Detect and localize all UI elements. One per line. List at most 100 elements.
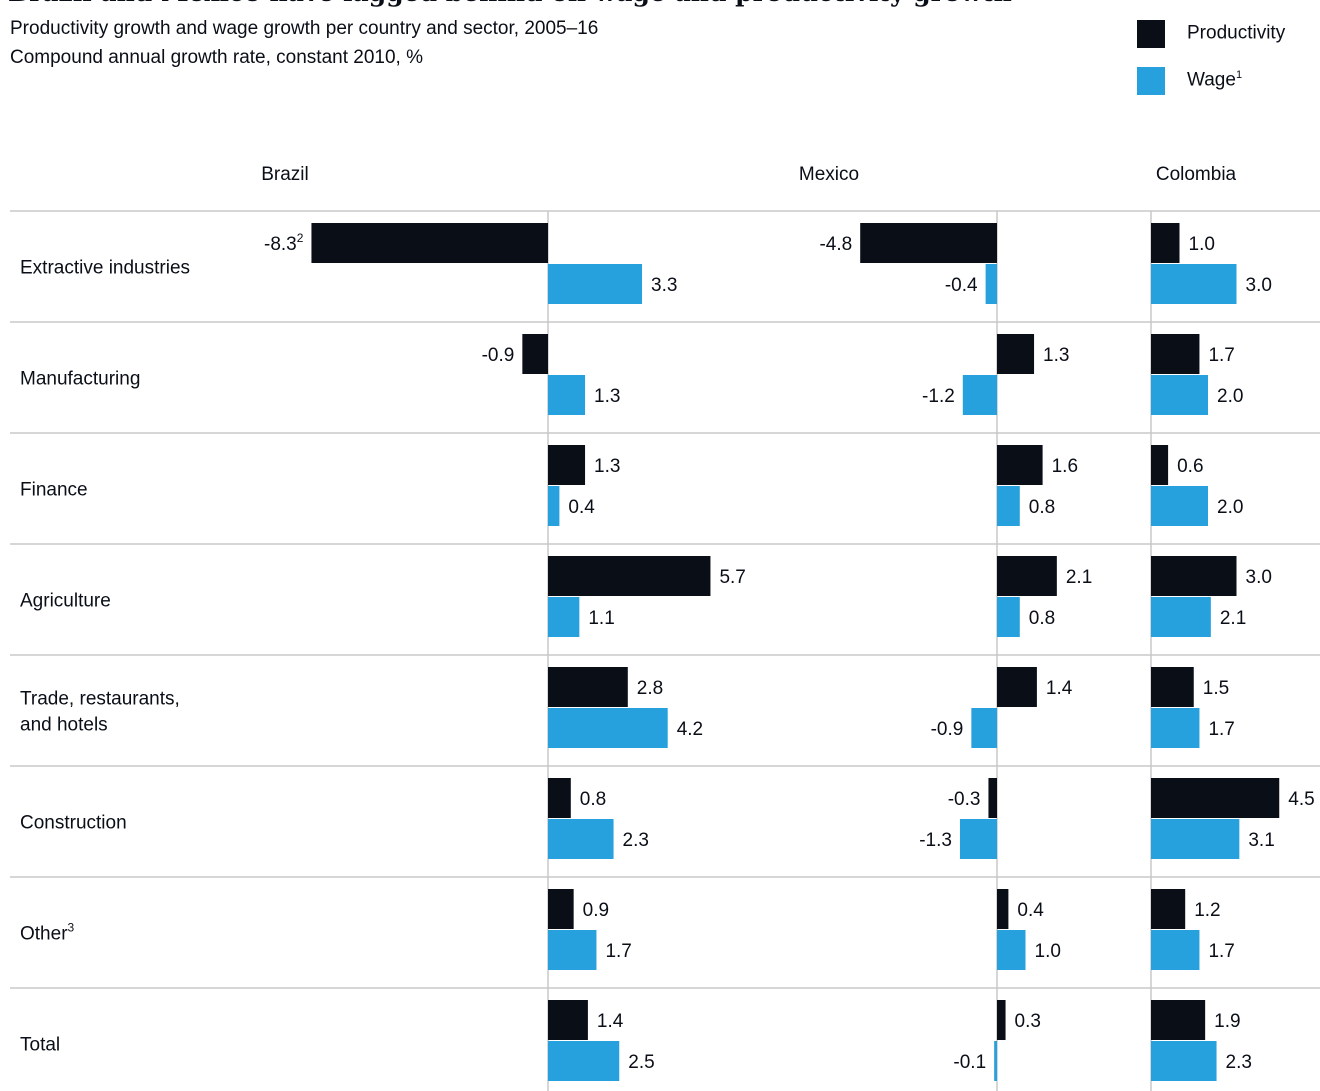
data-label-wage-mexico-total: -0.1 xyxy=(953,1052,986,1073)
data-label-productivity-mexico-manufacturing: 1.3 xyxy=(1043,345,1069,366)
data-label-wage-mexico-construction: -1.3 xyxy=(919,830,952,851)
data-label-productivity-colombia-agriculture: 3.0 xyxy=(1246,567,1272,588)
bar-wage-mexico-finance xyxy=(997,486,1020,526)
data-label-productivity-brazil-other: 0.9 xyxy=(583,900,609,921)
data-label-productivity-brazil-construction: 0.8 xyxy=(580,789,606,810)
data-label-wage-mexico-other: 1.0 xyxy=(1035,941,1061,962)
data-label-wage-colombia-finance: 2.0 xyxy=(1217,497,1243,518)
chart-subtitle: Productivity growth and wage growth per … xyxy=(10,18,599,39)
legend-swatch-productivity xyxy=(1137,20,1165,48)
bar-productivity-mexico-other xyxy=(997,889,1009,929)
bar-productivity-colombia-manufacturing xyxy=(1151,334,1200,374)
bar-productivity-colombia-finance xyxy=(1151,445,1169,485)
legend-swatch-wage xyxy=(1137,67,1165,95)
bar-productivity-brazil-manufacturing xyxy=(522,334,548,374)
bar-wage-brazil-total xyxy=(548,1041,620,1081)
legend-label-productivity: Productivity xyxy=(1187,22,1286,44)
data-label-wage-brazil-other: 1.7 xyxy=(605,941,631,962)
bar-wage-mexico-extractive-industries xyxy=(985,264,997,304)
data-label-wage-mexico-extractive-industries: -0.4 xyxy=(945,275,978,296)
data-label-productivity-mexico-extractive-industries: -4.8 xyxy=(819,234,852,255)
data-label-productivity-colombia-trade-restaurants-and-hotels: 1.5 xyxy=(1203,678,1229,699)
bar-productivity-mexico-manufacturing xyxy=(997,334,1035,374)
data-label-wage-brazil-agriculture: 1.1 xyxy=(588,608,614,629)
bar-productivity-brazil-total xyxy=(548,1000,588,1040)
data-label-productivity-mexico-trade-restaurants-and-hotels: 1.4 xyxy=(1046,678,1073,699)
bar-wage-brazil-construction xyxy=(548,819,614,859)
data-label-wage-mexico-agriculture: 0.8 xyxy=(1029,608,1055,629)
bar-productivity-mexico-construction xyxy=(988,778,997,818)
data-label-wage-brazil-finance: 0.4 xyxy=(568,497,595,518)
data-label-productivity-brazil-manufacturing: -0.9 xyxy=(482,345,515,366)
bar-productivity-colombia-total xyxy=(1151,1000,1206,1040)
bar-productivity-colombia-other xyxy=(1151,889,1186,929)
data-label-wage-colombia-trade-restaurants-and-hotels: 1.7 xyxy=(1208,719,1234,740)
bar-productivity-mexico-total xyxy=(997,1000,1006,1040)
data-label-productivity-brazil-agriculture: 5.7 xyxy=(719,567,745,588)
bar-productivity-mexico-agriculture xyxy=(997,556,1057,596)
bar-wage-colombia-trade-restaurants-and-hotels xyxy=(1151,708,1200,748)
data-label-productivity-colombia-construction: 4.5 xyxy=(1288,789,1314,810)
bar-wage-brazil-other xyxy=(548,930,597,970)
data-label-wage-colombia-other: 1.7 xyxy=(1208,941,1234,962)
category-label-extractive-industries: Extractive industries xyxy=(20,258,190,279)
bar-wage-colombia-extractive-industries xyxy=(1151,264,1237,304)
bar-productivity-colombia-extractive-industries xyxy=(1151,223,1180,263)
data-label-wage-colombia-manufacturing: 2.0 xyxy=(1217,386,1243,407)
bar-productivity-brazil-extractive-industries xyxy=(311,223,548,263)
data-label-productivity-colombia-total: 1.9 xyxy=(1214,1011,1240,1032)
data-label-wage-mexico-finance: 0.8 xyxy=(1029,497,1055,518)
category-label-finance: Finance xyxy=(20,480,88,501)
bar-wage-mexico-agriculture xyxy=(997,597,1020,637)
data-label-wage-colombia-agriculture: 2.1 xyxy=(1220,608,1246,629)
bar-wage-colombia-manufacturing xyxy=(1151,375,1208,415)
data-label-wage-brazil-construction: 2.3 xyxy=(623,830,649,851)
data-label-productivity-mexico-agriculture: 2.1 xyxy=(1066,567,1092,588)
data-label-productivity-colombia-manufacturing: 1.7 xyxy=(1208,345,1234,366)
data-label-wage-colombia-construction: 3.1 xyxy=(1248,830,1274,851)
bar-productivity-mexico-extractive-industries xyxy=(860,223,997,263)
bar-wage-brazil-agriculture xyxy=(548,597,580,637)
bar-wage-colombia-finance xyxy=(1151,486,1208,526)
data-label-wage-brazil-extractive-industries: 3.3 xyxy=(651,275,677,296)
data-label-wage-brazil-manufacturing: 1.3 xyxy=(594,386,620,407)
bar-wage-brazil-finance xyxy=(548,486,560,526)
bar-wage-mexico-manufacturing xyxy=(962,375,997,415)
bar-wage-brazil-extractive-industries xyxy=(548,264,643,304)
data-label-wage-brazil-trade-restaurants-and-hotels: 4.2 xyxy=(677,719,703,740)
data-label-productivity-mexico-other: 0.4 xyxy=(1017,900,1044,921)
bar-productivity-mexico-trade-restaurants-and-hotels xyxy=(997,667,1037,707)
bar-wage-mexico-construction xyxy=(959,819,997,859)
data-label-productivity-brazil-trade-restaurants-and-hotels: 2.8 xyxy=(637,678,663,699)
bar-productivity-brazil-agriculture xyxy=(548,556,711,596)
bar-wage-colombia-agriculture xyxy=(1151,597,1211,637)
bar-productivity-colombia-construction xyxy=(1151,778,1280,818)
bar-productivity-brazil-finance xyxy=(548,445,586,485)
data-label-productivity-mexico-total: 0.3 xyxy=(1015,1011,1041,1032)
bar-wage-colombia-construction xyxy=(1151,819,1240,859)
data-label-productivity-mexico-construction: -0.3 xyxy=(948,789,981,810)
bar-wage-mexico-other xyxy=(997,930,1026,970)
chart-units-note: Compound annual growth rate, constant 20… xyxy=(10,47,423,68)
data-label-wage-colombia-extractive-industries: 3.0 xyxy=(1246,275,1272,296)
data-label-productivity-mexico-finance: 1.6 xyxy=(1052,456,1078,477)
bar-productivity-colombia-agriculture xyxy=(1151,556,1237,596)
data-label-wage-mexico-trade-restaurants-and-hotels: -0.9 xyxy=(931,719,964,740)
bar-productivity-brazil-construction xyxy=(548,778,571,818)
data-label-wage-mexico-manufacturing: -1.2 xyxy=(922,386,955,407)
data-label-productivity-brazil-extractive-industries: -8.32 xyxy=(264,231,304,255)
data-label-productivity-colombia-extractive-industries: 1.0 xyxy=(1189,234,1215,255)
bar-wage-colombia-total xyxy=(1151,1041,1217,1081)
country-header-colombia: Colombia xyxy=(1156,164,1237,185)
bar-wage-mexico-total xyxy=(994,1041,997,1081)
data-label-productivity-colombia-other: 1.2 xyxy=(1194,900,1220,921)
data-label-wage-brazil-total: 2.5 xyxy=(628,1052,654,1073)
bar-productivity-colombia-trade-restaurants-and-hotels xyxy=(1151,667,1194,707)
category-label-construction: Construction xyxy=(20,813,127,834)
category-label-trade-restaurants-and-hotels: Trade, restaurants, and hotels xyxy=(20,689,180,736)
bar-wage-brazil-trade-restaurants-and-hotels xyxy=(548,708,668,748)
country-header-mexico: Mexico xyxy=(799,164,859,185)
data-label-productivity-brazil-finance: 1.3 xyxy=(594,456,620,477)
chart-title: Brazil and Mexico have lagged behind on … xyxy=(8,0,1098,8)
